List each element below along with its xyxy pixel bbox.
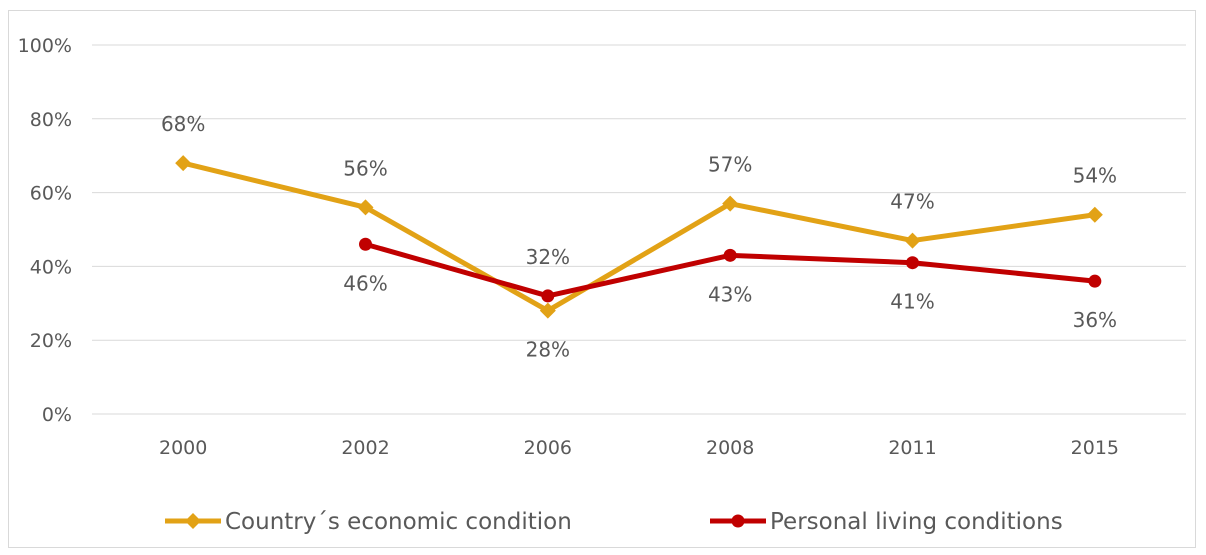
- diamond-marker: [175, 155, 192, 172]
- data-label: 41%: [890, 290, 934, 314]
- data-label: 57%: [708, 153, 752, 177]
- diamond-marker: [904, 232, 921, 249]
- x-tick-label: 2006: [524, 437, 572, 459]
- data-label: 68%: [161, 112, 205, 136]
- legend-marker-icon: [731, 514, 745, 528]
- circle-marker: [1088, 274, 1102, 288]
- x-tick-label: 2011: [888, 437, 936, 459]
- diamond-marker: [1086, 206, 1103, 223]
- circle-marker: [723, 248, 737, 262]
- x-tick-label: 2008: [706, 437, 754, 459]
- data-label: 36%: [1073, 308, 1117, 332]
- data-label: 56%: [343, 156, 387, 180]
- circle-marker: [359, 237, 372, 251]
- diamond-marker: [539, 302, 556, 319]
- data-label: 54%: [1073, 164, 1117, 188]
- x-tick-label: 2002: [341, 437, 389, 459]
- legend-marker-icon: [185, 513, 201, 529]
- diamond-marker: [357, 199, 374, 216]
- data-label: 47%: [890, 190, 934, 214]
- data-label: 32%: [526, 245, 570, 269]
- y-tick-label: 40%: [30, 256, 72, 278]
- y-tick-label: 80%: [30, 109, 72, 131]
- y-tick-label: 60%: [30, 183, 72, 205]
- legend-label: Country´s economic condition: [225, 509, 572, 535]
- circle-marker: [541, 289, 555, 303]
- legend-label: Personal living conditions: [770, 509, 1063, 535]
- diamond-marker: [722, 195, 739, 212]
- x-tick-label: 2015: [1071, 437, 1119, 459]
- y-tick-label: 20%: [30, 330, 72, 352]
- x-tick-label: 2000: [159, 437, 207, 459]
- y-tick-label: 0%: [42, 404, 72, 426]
- data-label: 46%: [343, 271, 387, 295]
- data-label: 28%: [526, 338, 570, 362]
- series-line-1: [182, 160, 1096, 314]
- y-tick-label: 100%: [18, 35, 72, 57]
- data-label: 43%: [708, 282, 752, 306]
- circle-marker: [906, 256, 919, 270]
